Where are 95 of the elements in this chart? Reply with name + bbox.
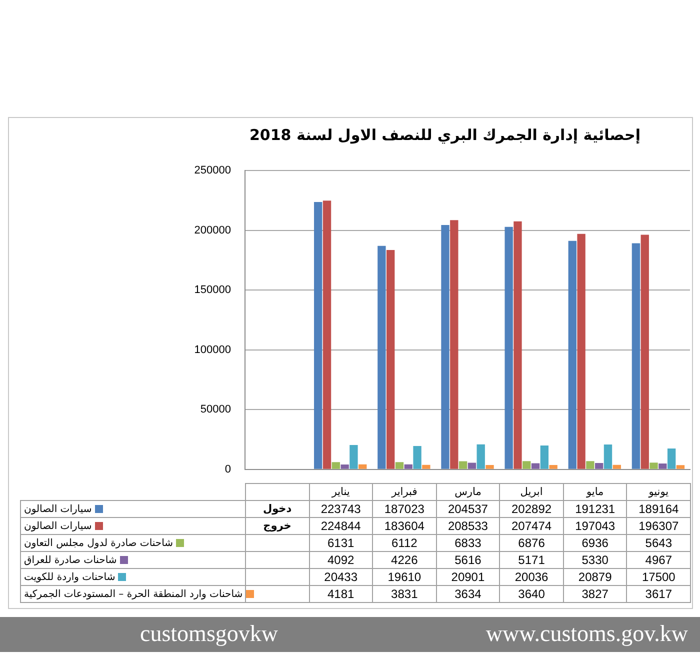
data-label: 189164 (626, 500, 690, 518)
data-label: 223743 (309, 500, 373, 518)
data-label: 3617 (626, 586, 690, 602)
bar (340, 464, 349, 469)
data-label: 3634 (436, 586, 500, 602)
y-tick-label: 0 (224, 463, 231, 476)
data-label: 204537 (436, 500, 500, 518)
legend-label: شاحنات واردة للكويت (24, 572, 116, 582)
data-label: 20036 (500, 568, 564, 586)
bar (612, 464, 621, 469)
bar (441, 224, 450, 469)
bar (476, 444, 485, 469)
text: www.customs.gov.kw (486, 621, 688, 647)
x-tick-label: مارس (436, 484, 500, 500)
bar (650, 462, 658, 469)
data-label: 20901 (436, 568, 500, 586)
bar (486, 465, 494, 469)
data-label: 6876 (500, 534, 564, 552)
bar (395, 462, 404, 469)
bar (531, 463, 540, 469)
data-label: 4092 (309, 552, 373, 568)
legend-label: شاحنات وارد المنطقة الحرة – المستودعات الجمركية (24, 588, 243, 600)
bar (314, 202, 322, 469)
bar (595, 463, 604, 469)
bar (540, 445, 549, 469)
bar (504, 226, 513, 469)
bar (549, 465, 558, 469)
data-label: 3640 (500, 586, 564, 602)
data-label: 6936 (563, 534, 627, 552)
bar (322, 200, 332, 469)
data-label: 191231 (563, 500, 627, 518)
data-label: 196307 (626, 518, 690, 534)
bar (577, 234, 586, 469)
y-tick-label: 150000 (194, 284, 231, 296)
data-label: 5643 (626, 534, 690, 552)
bar (586, 461, 594, 469)
bar (604, 444, 612, 469)
legend-label: سيارات الصالون (24, 520, 92, 532)
data-label: 3827 (563, 586, 627, 602)
data-label: 19610 (372, 568, 436, 586)
data-label: 4967 (626, 552, 690, 568)
bar (413, 446, 422, 469)
data-label: 3831 (372, 586, 436, 602)
data-label: 197043 (563, 518, 627, 534)
bar (386, 250, 395, 469)
data-label: 208533 (436, 518, 500, 534)
bar (422, 464, 430, 469)
bar (378, 246, 386, 469)
data-label: 5616 (436, 552, 500, 568)
bar (640, 234, 649, 469)
bar (676, 465, 685, 469)
x-tick-label: ابريل (500, 484, 564, 500)
data-label: 5171 (500, 552, 564, 568)
bar (568, 240, 576, 469)
data-label: 224844 (309, 518, 373, 534)
legend-label: سيارات الصالون (24, 504, 92, 514)
data-label: 4226 (372, 552, 436, 568)
bar (658, 463, 667, 469)
data-label: 202892 (500, 500, 564, 518)
data-label: 5330 (563, 552, 627, 568)
bar (358, 464, 367, 469)
data-label: 6833 (436, 534, 500, 552)
data-label: 17500 (626, 568, 690, 586)
bar (514, 221, 522, 469)
bar (458, 461, 468, 469)
bar (404, 464, 412, 469)
data-label: خروج (246, 518, 310, 534)
data-label: 6131 (309, 534, 373, 552)
bar (522, 461, 531, 469)
bar (468, 462, 476, 469)
text: customsgovkw (140, 621, 278, 647)
x-tick-label: يناير (309, 484, 373, 500)
legend-label: شاحنات صادرة لدول مجلس التعاون (24, 538, 174, 548)
chart-title: إحصائية إدارة الجمرك البري للنصف الاول لسنة 2018 (248, 126, 642, 144)
data-label: 20433 (309, 568, 373, 586)
bar (332, 462, 340, 469)
data-label: 4181 (309, 586, 373, 602)
data-label: دخول (246, 500, 310, 518)
data-label: 183604 (372, 518, 436, 534)
data-label: 6112 (372, 534, 436, 552)
bar (632, 243, 640, 469)
x-tick-label: يونيو (626, 484, 690, 500)
y-tick-label: 250000 (194, 164, 231, 177)
x-tick-label: فبراير (372, 484, 436, 500)
legend-label: شاحنات صادرة للعراق (24, 554, 117, 566)
bar (350, 444, 358, 469)
data-label: 20879 (563, 568, 627, 586)
y-tick-label: 200000 (194, 224, 231, 236)
y-tick-label: 50000 (200, 404, 231, 416)
data-label: 207474 (500, 518, 564, 534)
bar (667, 448, 676, 469)
data-label: 187023 (372, 500, 436, 518)
y-tick-label: 100000 (194, 344, 231, 356)
x-tick-label: مايو (563, 484, 627, 500)
bar (450, 220, 458, 469)
